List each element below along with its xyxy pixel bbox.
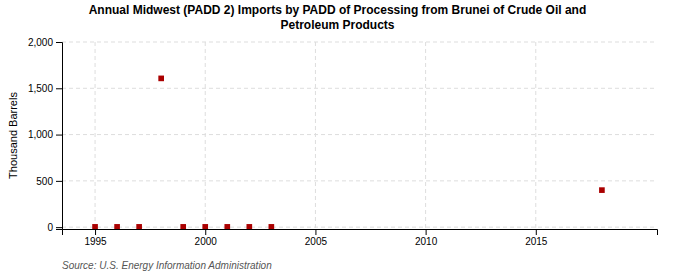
- point: [114, 224, 120, 229]
- tick: 2010: [415, 229, 438, 247]
- tick: 2005: [305, 229, 328, 247]
- tick: 1,500: [28, 83, 62, 94]
- tick-label: 0: [47, 222, 53, 233]
- axis-line: [63, 230, 658, 236]
- tick-label: 1,500: [28, 83, 53, 94]
- grid-line: [62, 227, 657, 228]
- point: [158, 76, 164, 82]
- grid-line: [62, 134, 657, 135]
- point: [224, 224, 230, 229]
- points: [92, 76, 605, 229]
- tick-label: 2000: [195, 236, 218, 247]
- point: [180, 224, 186, 229]
- tick-mark: [95, 229, 96, 235]
- point: [136, 224, 142, 229]
- tick-mark: [426, 229, 427, 235]
- tick: 0: [47, 222, 62, 233]
- y-axis: 0 500 1,000 1,500 2,000: [28, 37, 63, 233]
- tick-mark: [56, 227, 62, 228]
- tick-label: 2,000: [28, 37, 53, 48]
- point: [246, 224, 252, 229]
- grid-line: [62, 42, 657, 43]
- point: [202, 224, 208, 229]
- tick-mark: [56, 88, 62, 89]
- source: Source: U.S. Energy Information Administ…: [62, 260, 272, 271]
- tick: 2000: [195, 229, 218, 247]
- tick-mark: [536, 229, 537, 235]
- tick-label: 1,000: [28, 129, 53, 140]
- x-axis: 1995 2000 2005 2010 2015: [63, 229, 658, 247]
- title-line: Annual Midwest (PADD 2) Imports by PADD …: [89, 3, 587, 17]
- grid-line: [425, 42, 426, 229]
- point: [269, 224, 275, 229]
- plot: 1995 2000 2005 2010 2015 0 500 1,000 1,500 2,000: [28, 37, 658, 247]
- tick-mark: [205, 229, 206, 235]
- grid-line: [95, 42, 96, 229]
- tick-label: 2010: [415, 236, 438, 247]
- grid-line: [62, 88, 657, 89]
- grid-line: [205, 42, 206, 229]
- tick: 2,000: [28, 37, 62, 48]
- title: Annual Midwest (PADD 2) Imports by PADD …: [89, 3, 587, 32]
- tick-label: 2005: [305, 236, 328, 247]
- grid-line: [62, 180, 657, 181]
- tick: 2015: [525, 229, 548, 247]
- grid: [62, 42, 657, 229]
- y-axis-label: Thousand Barrels: [7, 92, 19, 179]
- tick: 500: [36, 176, 62, 187]
- grid-line: [535, 42, 536, 229]
- tick: 1,000: [28, 129, 62, 140]
- axis-line: [56, 43, 63, 230]
- grid-line: [315, 42, 316, 229]
- tick-label: 1995: [84, 236, 107, 247]
- tick-label: 2015: [525, 236, 548, 247]
- point: [92, 224, 98, 229]
- tick-mark: [56, 135, 62, 136]
- point: [599, 187, 605, 193]
- title-line: Petroleum Products: [280, 18, 394, 32]
- tick-mark: [315, 229, 316, 235]
- tick-label: 500: [36, 176, 53, 187]
- tick-mark: [56, 181, 62, 182]
- tick: 1995: [84, 229, 107, 247]
- tick-mark: [56, 42, 62, 43]
- chart: 1995 2000 2005 2010 2015 0 500 1,000 1,500 2,000 T…: [0, 0, 675, 275]
